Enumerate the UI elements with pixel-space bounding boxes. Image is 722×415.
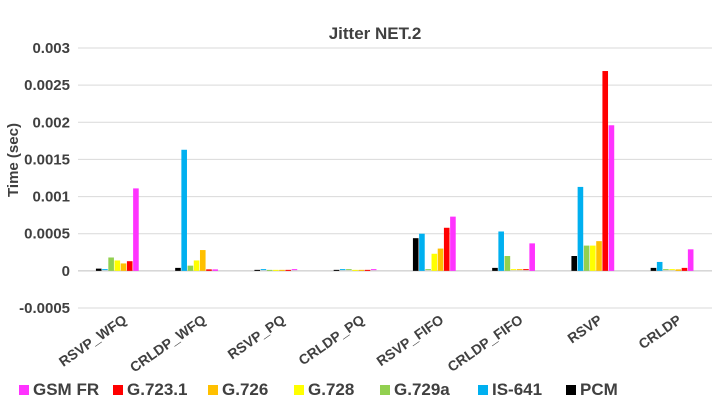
bar (279, 269, 285, 271)
bar (339, 269, 346, 271)
bar (498, 231, 504, 271)
bar (577, 186, 584, 271)
bar (254, 269, 261, 271)
bar (504, 256, 511, 271)
y-tick-label: 0.0015 (24, 151, 70, 168)
bar (669, 269, 675, 271)
y-axis-label: Time (sec) (5, 123, 22, 197)
legend-swatch (294, 385, 304, 395)
legend-swatch (208, 385, 218, 395)
bar (412, 238, 419, 271)
bar (431, 253, 438, 271)
bar (687, 249, 694, 271)
bar (663, 269, 669, 271)
bar (181, 149, 187, 271)
legend: GSM FR G.723.1 G.726 G.728 G.729a IS-641 PCM (19, 380, 618, 399)
bar (516, 269, 523, 271)
y-tick-label: 0.0005 (24, 226, 70, 243)
bar (266, 269, 273, 271)
bar (370, 269, 377, 271)
legend-label: GSM FR (33, 380, 99, 399)
bar (95, 268, 102, 271)
bar (199, 250, 206, 271)
bar (193, 260, 200, 271)
bar (675, 269, 682, 271)
bar (358, 269, 365, 271)
bar (656, 261, 663, 271)
bar (419, 233, 425, 271)
bar (437, 248, 444, 271)
legend-label: G.729a (394, 380, 450, 399)
y-tick-label: -0.0005 (19, 300, 70, 317)
bar (126, 261, 133, 271)
bar (346, 269, 352, 271)
bar (102, 269, 108, 271)
legend-swatch (566, 385, 576, 395)
bar (523, 269, 529, 271)
bar (133, 188, 139, 271)
bar (596, 241, 602, 271)
bar (273, 269, 279, 271)
bar (364, 269, 371, 271)
y-tick-label: 0.001 (32, 189, 70, 206)
bar (602, 71, 609, 271)
bar (443, 227, 450, 271)
legend-label: G.726 (222, 380, 268, 399)
chart-title: Jitter NET.2 (329, 24, 422, 43)
y-tick-label: 0.003 (32, 40, 70, 57)
bars (95, 71, 694, 271)
legend-label: G.723.1 (127, 380, 188, 399)
bar (650, 267, 657, 271)
legend-swatch (380, 385, 390, 395)
bar (206, 269, 212, 271)
bar (529, 243, 535, 271)
y-tick-label: 0.002 (32, 114, 70, 131)
y-tick-label: 0 (62, 263, 70, 280)
bar (590, 245, 596, 271)
legend-label: IS-641 (492, 380, 542, 399)
bar (120, 263, 127, 271)
legend-label: G.728 (308, 380, 354, 399)
bar (608, 125, 615, 271)
y-tick-label: 0.0025 (24, 77, 70, 94)
bar (285, 269, 292, 271)
bar (583, 245, 590, 271)
bar (492, 267, 498, 271)
bar (108, 257, 114, 271)
bar (681, 267, 688, 271)
bar (175, 267, 181, 271)
legend-swatch (113, 385, 123, 395)
bar (187, 265, 194, 271)
legend-label: PCM (580, 380, 618, 399)
bar (291, 269, 298, 271)
bar (450, 216, 456, 271)
legend-swatch (19, 385, 29, 395)
bar (333, 269, 340, 271)
y-axis-ticks: -0.0005 0 0.0005 0.001 0.0015 0.002 0.0025 0.00… (19, 40, 70, 317)
bar (114, 260, 121, 271)
bar (425, 269, 431, 271)
bar (571, 256, 578, 271)
bar (352, 269, 358, 271)
bar (260, 269, 267, 271)
bar (212, 269, 218, 271)
bar (510, 269, 517, 271)
legend-swatch (478, 385, 488, 395)
